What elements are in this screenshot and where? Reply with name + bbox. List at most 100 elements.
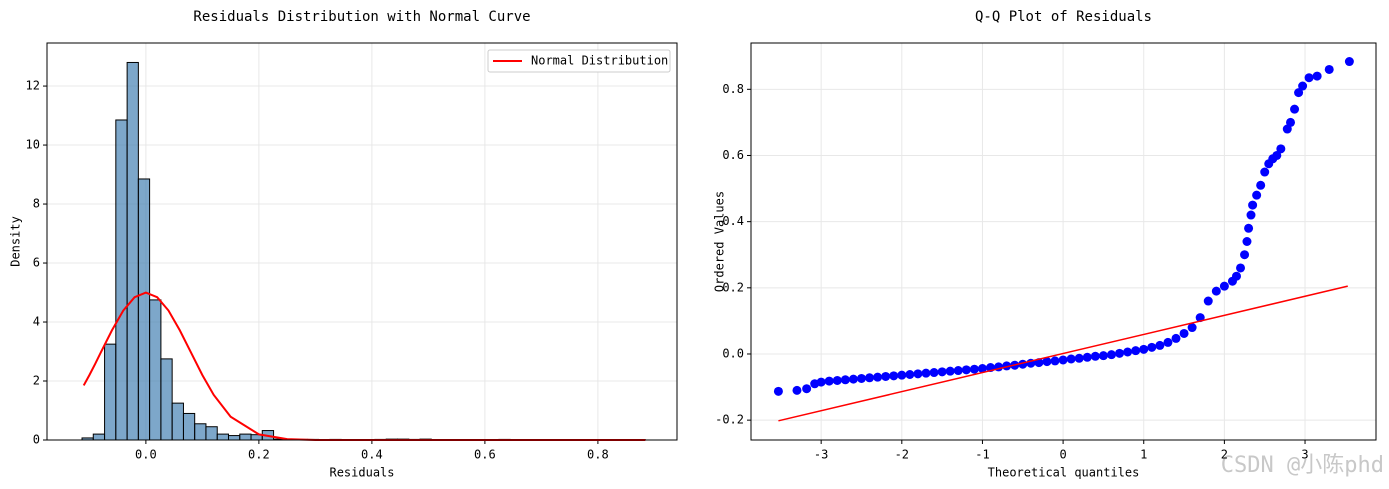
bar xyxy=(205,426,218,441)
bar xyxy=(171,402,184,441)
fit-line xyxy=(778,285,1348,422)
bar xyxy=(227,435,241,441)
point xyxy=(1236,263,1246,273)
subplot: Q-Q Plot of Residuals Theoretical quantil… xyxy=(713,9,1377,480)
y-tick-label: -0.2 xyxy=(715,413,744,427)
x-tick-label: -1 xyxy=(975,448,989,462)
point xyxy=(1242,237,1252,246)
point xyxy=(1098,351,1108,361)
point xyxy=(897,370,907,380)
bar xyxy=(149,299,162,441)
point xyxy=(1260,167,1270,177)
point xyxy=(1304,73,1314,83)
point xyxy=(1240,250,1250,260)
point xyxy=(1002,361,1012,371)
point xyxy=(1272,150,1282,160)
x-tick-label: 0.6 xyxy=(474,448,496,462)
point xyxy=(1123,347,1133,357)
x-tick-label: 0 xyxy=(1059,448,1066,462)
axes-frame xyxy=(46,42,678,441)
point xyxy=(840,375,850,385)
chart-title: Residuals Distribution with Normal Curve xyxy=(193,9,530,25)
point xyxy=(1312,71,1322,81)
point xyxy=(881,371,891,381)
y-tick-label: 0.6 xyxy=(722,148,744,162)
point xyxy=(873,372,883,382)
y-tick-label: 8 xyxy=(33,197,40,211)
point xyxy=(832,375,842,385)
point xyxy=(816,377,826,387)
bar xyxy=(160,358,173,441)
point xyxy=(824,376,834,386)
point xyxy=(1115,348,1125,358)
x-tick-label: 0.0 xyxy=(135,448,157,462)
point xyxy=(848,374,858,384)
x-axis-label: Theoretical quantiles xyxy=(988,466,1140,480)
point xyxy=(1139,344,1149,354)
bar xyxy=(239,433,252,441)
x-tick-label: 0.8 xyxy=(587,448,609,462)
point xyxy=(1131,346,1141,356)
point xyxy=(1211,286,1221,296)
point xyxy=(1231,271,1241,281)
x-tick-label: 0.2 xyxy=(248,448,270,462)
point xyxy=(1344,57,1354,67)
axes-frame xyxy=(750,42,1377,441)
chart-title: Q-Q Plot of Residuals xyxy=(975,9,1152,25)
y-axis-label: Density xyxy=(9,216,23,267)
point xyxy=(1290,104,1300,114)
bar xyxy=(194,423,207,441)
y-axis-label: Ordered Values xyxy=(713,191,727,292)
legend-box xyxy=(487,49,671,73)
point xyxy=(969,364,979,374)
watermark: CSDN @小陈phd xyxy=(1221,453,1384,478)
point xyxy=(1286,117,1296,127)
point xyxy=(1276,144,1286,154)
point xyxy=(1248,200,1258,210)
y-tick-label: 4 xyxy=(33,315,40,329)
x-axis-label: Residuals xyxy=(329,466,394,480)
point xyxy=(1298,81,1308,91)
y-tick-label: 10 xyxy=(26,138,40,152)
point xyxy=(1171,333,1181,343)
point xyxy=(921,368,931,378)
point xyxy=(905,369,915,379)
y-tick-label: 0 xyxy=(33,433,40,447)
point xyxy=(1246,210,1256,220)
point xyxy=(929,368,939,378)
bar xyxy=(92,433,106,441)
legend-label: Normal Distribution xyxy=(531,54,668,68)
point xyxy=(792,385,802,395)
y-tick-label: 0.2 xyxy=(722,280,744,294)
point xyxy=(1074,353,1084,363)
x-tick-label: 3 xyxy=(1301,448,1308,462)
x-tick-label: -3 xyxy=(814,448,828,462)
point xyxy=(1147,342,1157,352)
point xyxy=(1244,223,1254,233)
point xyxy=(1219,281,1229,291)
point xyxy=(977,364,987,374)
point xyxy=(1082,352,1092,362)
point xyxy=(1058,355,1068,365)
bar xyxy=(137,178,151,441)
y-tick-label: 6 xyxy=(33,256,40,270)
point xyxy=(1050,356,1060,366)
point xyxy=(1252,190,1262,200)
point xyxy=(1155,340,1165,350)
point xyxy=(961,365,971,375)
point xyxy=(945,366,955,376)
y-tick-label: 12 xyxy=(26,79,40,93)
point xyxy=(1066,354,1076,364)
x-tick-label: -2 xyxy=(895,448,909,462)
point xyxy=(1090,351,1100,361)
y-tick-label: 2 xyxy=(33,374,40,388)
bar xyxy=(182,412,196,441)
point xyxy=(865,373,875,383)
point xyxy=(1163,337,1173,347)
y-tick-label: 0.4 xyxy=(722,214,744,228)
x-tick-label: 2 xyxy=(1221,448,1228,462)
bar xyxy=(126,61,139,441)
point xyxy=(773,386,783,396)
point xyxy=(1294,88,1304,98)
subplot: Residuals Distribution with Normal Curve… xyxy=(9,9,678,480)
